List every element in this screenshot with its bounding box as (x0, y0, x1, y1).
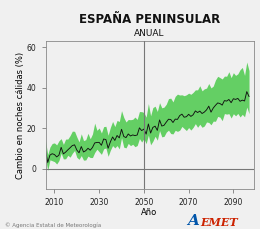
Y-axis label: Cambio en noches cálidas (%): Cambio en noches cálidas (%) (16, 52, 25, 179)
Text: ESPAÑA PENINSULAR: ESPAÑA PENINSULAR (79, 14, 220, 26)
Text: EMET: EMET (200, 217, 238, 228)
Text: ANUAL: ANUAL (134, 29, 165, 38)
Text: A: A (187, 214, 199, 228)
Text: © Agencia Estatal de Meteorología: © Agencia Estatal de Meteorología (5, 222, 101, 228)
X-axis label: Año: Año (141, 208, 158, 217)
